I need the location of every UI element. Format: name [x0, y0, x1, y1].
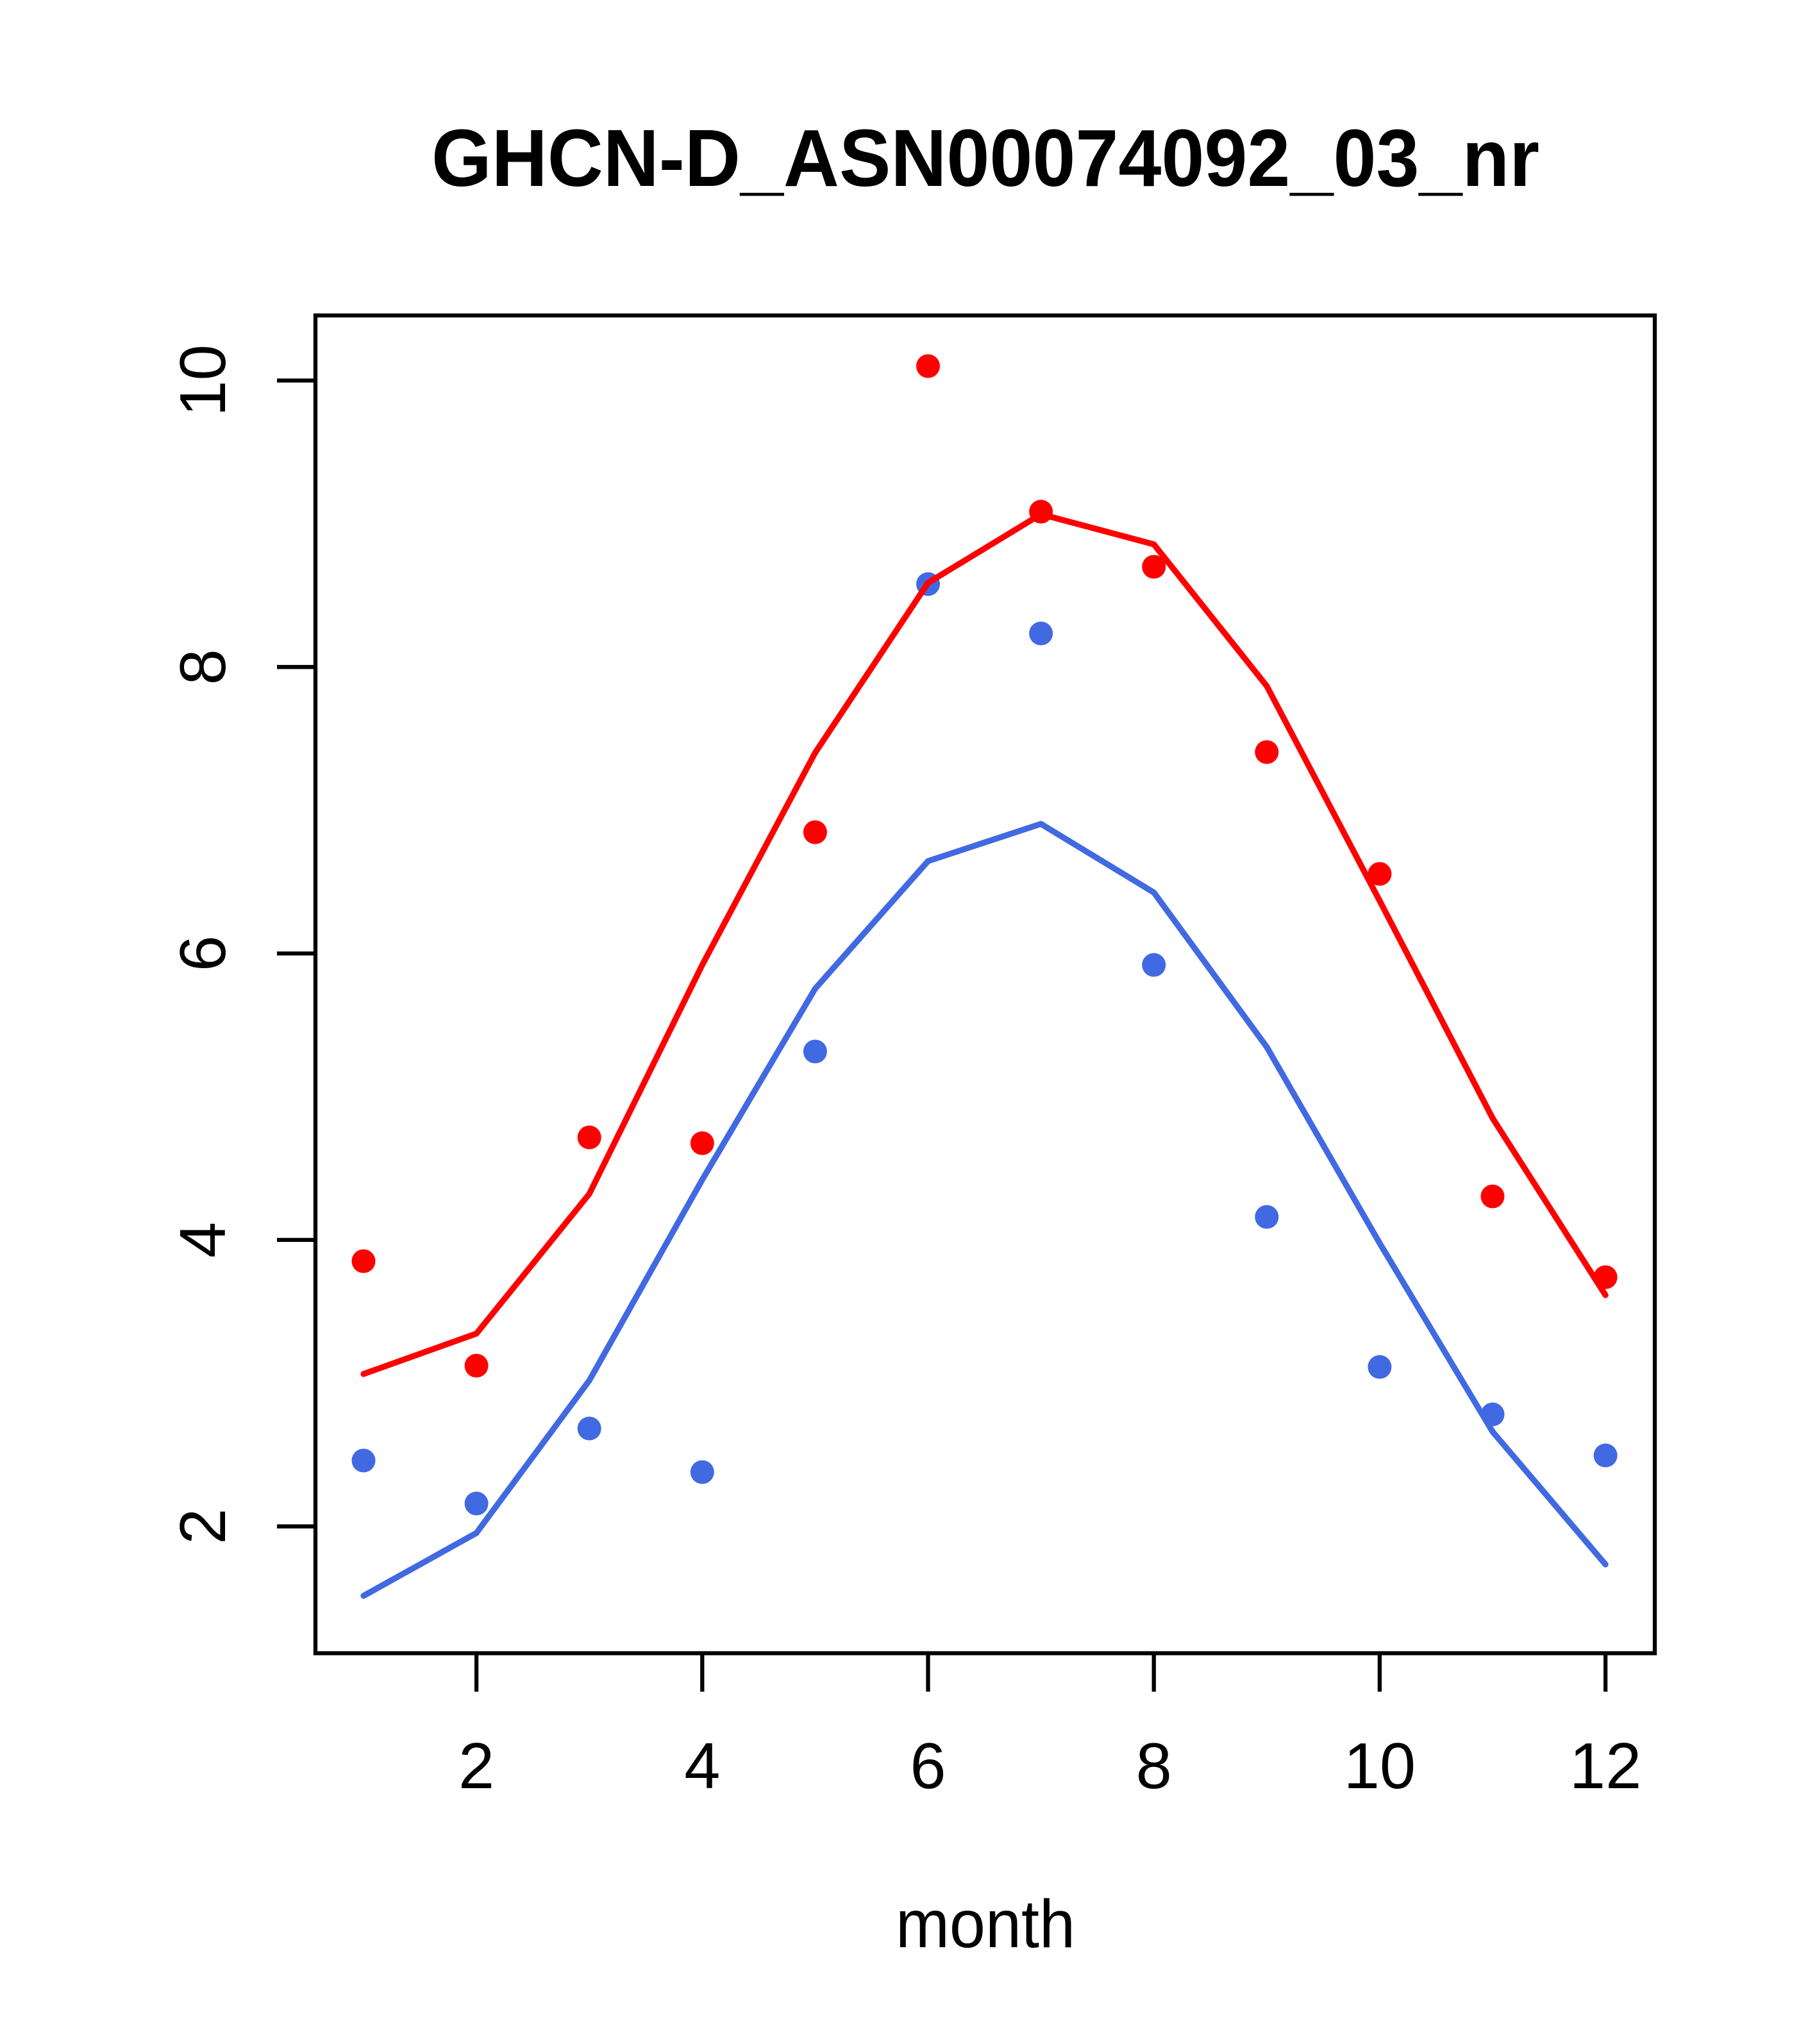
svg-text:month: month — [896, 1886, 1075, 1962]
svg-text:2: 2 — [458, 1730, 494, 1802]
svg-text:4: 4 — [684, 1730, 720, 1802]
svg-text:2: 2 — [167, 1509, 239, 1545]
svg-text:8: 8 — [1136, 1730, 1172, 1802]
svg-text:6: 6 — [167, 935, 239, 971]
svg-text:6: 6 — [910, 1730, 946, 1802]
svg-text:4: 4 — [167, 1222, 239, 1258]
svg-text:10: 10 — [1344, 1730, 1416, 1802]
svg-text:GHCN-D_ASN00074092_03_nr: GHCN-D_ASN00074092_03_nr — [431, 113, 1539, 203]
svg-text:10: 10 — [167, 344, 239, 416]
svg-text:12: 12 — [1570, 1730, 1641, 1802]
svg-text:8: 8 — [167, 649, 239, 685]
